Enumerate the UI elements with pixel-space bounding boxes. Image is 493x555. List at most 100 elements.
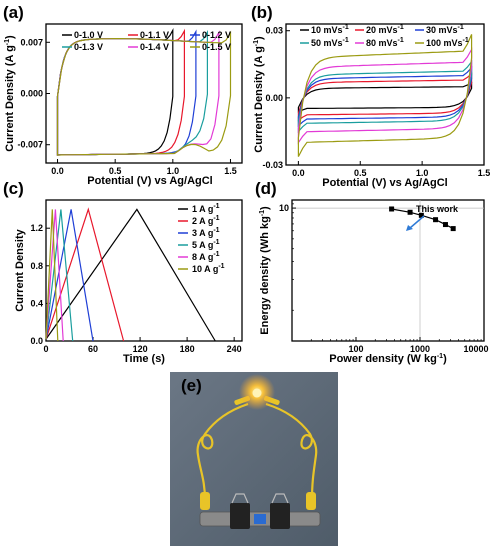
chart-b: 0.0 0.5 1.0 1.5-0.030.000.03 10 mVs-1 20 mVs-… — [251, 3, 490, 189]
b-legend-label-5: 100 mVs-1 — [426, 37, 469, 48]
a-legend-label-0: 0-1.0 V — [74, 30, 103, 40]
a-xlabel-main: Potential (V) vs Ag/AgCl — [87, 175, 213, 187]
a-xtick-label: 1.0 — [167, 166, 180, 176]
b-legend-label-3-sup: -1 — [343, 37, 349, 44]
panel-c-label: (c) — [3, 179, 24, 198]
a-ylabel: Current Density (A g-1) — [4, 35, 16, 152]
b-legend-label-2: 30 mVs-1 — [426, 24, 464, 35]
c-gcd-curve-4 — [45, 209, 64, 342]
b-xlabel: Potential (V) vs Ag/AgCl — [322, 177, 448, 189]
photo-clip-bottom-right — [306, 492, 316, 510]
d-ytick-label: 10 — [279, 203, 289, 213]
c-xtick-label: 240 — [227, 344, 242, 354]
c-gcd-curve-5 — [45, 209, 59, 342]
b-legend-label-0: 10 mVs-1 — [311, 24, 349, 35]
a-ytick-label: 0.000 — [20, 89, 43, 99]
d-ylabel: Energy density (Wh kg-1) — [259, 206, 271, 335]
c-legend-label-5-sup: -1 — [218, 263, 224, 270]
c-xtick-label: 0 — [43, 344, 48, 354]
photo-clip-bottom-left — [200, 492, 210, 510]
b-legend-label-2-sup: -1 — [458, 24, 464, 31]
b-legend-label-0-main: 10 mVs — [311, 25, 343, 35]
c-legend-label-4-main: 8 A g — [192, 252, 213, 262]
d-xtick-label: 10000 — [463, 344, 488, 354]
b-xlabel-main: Potential (V) vs Ag/AgCl — [322, 177, 448, 189]
led-bulb-icon — [252, 388, 262, 398]
panel-a-label: (a) — [3, 3, 24, 22]
b-ylabel: Current Density (A g-1) — [253, 36, 265, 153]
b-ytick-label: -0.03 — [262, 160, 283, 170]
c-gcd-curve-1 — [45, 207, 125, 342]
b-legend-label-3: 50 mVs-1 — [311, 37, 349, 48]
chart-d-frame — [291, 199, 485, 342]
b-xtick-label: 0.0 — [292, 168, 305, 178]
a-ylabel-sup: -1 — [4, 39, 11, 45]
c-legend-label-2-main: 3 A g — [192, 228, 213, 238]
c-legend-label-3: 5 A g-1 — [192, 239, 220, 250]
panel-e-label: (e) — [181, 376, 202, 395]
a-xtick-label: 0.5 — [109, 166, 122, 176]
c-xlabel: Time (s) — [123, 353, 165, 365]
d-annotation-arrowhead — [406, 225, 413, 231]
a-legend-label-3: 0-1.3 V — [74, 42, 103, 52]
d-annotation-arrow — [409, 215, 425, 229]
b-ylabel-main: Current Density (A g — [253, 46, 265, 153]
b-legend-label-1-main: 20 mVs — [366, 25, 398, 35]
b-legend-label-4-sup: -1 — [398, 37, 404, 44]
c-legend-label-1: 2 A g-1 — [192, 215, 220, 226]
b-cv-curve-3 — [297, 59, 473, 133]
b-legend-label-4: 80 mVs-1 — [366, 37, 404, 48]
b-legend-label-2-main: 30 mVs — [426, 25, 458, 35]
chart-a: 0.0 0.5 1.0 1.5 -0.007 0.000 0.007 0-1.0 V 0-1.1… — [3, 3, 243, 187]
d-data-point-1 — [407, 209, 413, 215]
c-legend-label-4-sup: -1 — [213, 251, 219, 258]
c-ytick-label: 0.8 — [30, 261, 43, 271]
photo-binder-handle-left — [231, 493, 249, 504]
b-xtick-label: 0.5 — [354, 168, 367, 178]
chart-c-frame — [45, 199, 243, 342]
d-xtick-label: 100 — [348, 344, 363, 354]
d-ylabel-main: Energy density (Wh kg — [259, 216, 271, 335]
a-legend-label-4: 0-1.4 V — [140, 42, 169, 52]
a-legend-label-5: 0-1.5 V — [202, 42, 231, 52]
photo-wire-right — [265, 402, 318, 501]
panel-b-label: (b) — [251, 3, 273, 22]
a-xlabel: Potential (V) vs Ag/AgCl — [87, 175, 213, 187]
a-cv-curve-5 — [56, 30, 232, 156]
d-data-point-4 — [442, 222, 448, 228]
c-legend-label-0-main: 1 A g — [192, 204, 213, 214]
chart-d: 100 1000 10000 10 This work (d) Power density … — [255, 179, 489, 365]
a-ytick-label: 0.007 — [20, 37, 43, 47]
b-xtick-label: 1.0 — [416, 168, 429, 178]
b-legend-label-4-main: 80 mVs — [366, 38, 398, 48]
c-legend-label-3-sup: -1 — [213, 239, 219, 246]
b-legend-label-0-sup: -1 — [343, 24, 349, 31]
b-cv-curve-0 — [297, 81, 473, 113]
c-gcd-curve-3 — [45, 209, 74, 342]
c-gcd-curve-0 — [45, 208, 216, 342]
c-legend-label-2-sup: -1 — [213, 227, 219, 234]
b-xtick-label: 1.5 — [478, 168, 491, 178]
b-ytick-label: 0.03 — [265, 26, 283, 36]
c-ytick-label: 1.2 — [30, 223, 43, 233]
a-xtick-label: 0.0 — [51, 166, 64, 176]
d-ylabel-end: ) — [259, 206, 271, 210]
c-legend-label-1-main: 2 A g — [192, 216, 213, 226]
a-legend-label-1: 0-1.1 V — [140, 30, 169, 40]
b-legend-label-5-main: 100 mVs — [426, 38, 463, 48]
a-ylabel-end: ) — [4, 35, 16, 39]
b-cv-curve-2 — [297, 66, 473, 128]
d-xlabel: Power density (W kg-1) — [329, 353, 447, 365]
a-ytick-label: -0.007 — [17, 140, 43, 150]
b-legend-label-1-sup: -1 — [398, 24, 404, 31]
b-cv-curve-4 — [297, 47, 473, 145]
c-xlabel-main: Time (s) — [123, 353, 165, 365]
c-xtick-label: 180 — [180, 344, 195, 354]
c-xtick-label: 60 — [88, 344, 98, 354]
b-ylabel-sup: -1 — [253, 40, 260, 46]
photo-binder-clip-right — [270, 503, 290, 529]
c-legend-label-0: 1 A g-1 — [192, 203, 220, 214]
b-legend-label-1: 20 mVs-1 — [366, 24, 404, 35]
